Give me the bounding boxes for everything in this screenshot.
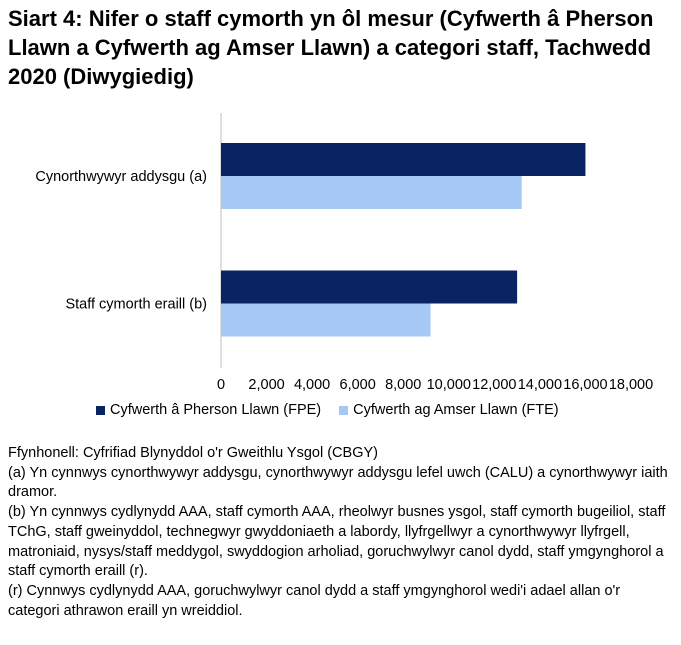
legend: Cyfwerth â Pherson Llawn (FPE) Cyfwerth … [96, 402, 577, 418]
bar-1-series-1 [221, 143, 586, 176]
x-tick-label: 14,000 [518, 377, 562, 393]
category-label: Cynorthwywyr addysgu (a) [35, 169, 207, 185]
bar-2-series-2 [221, 303, 431, 337]
source-note: Ffynhonell: Cyfrifiad Blynyddol o'r Gwei… [8, 445, 378, 461]
footnote-a: (a) Yn cynnwys cynorthwywyr addysgu, cyn… [8, 464, 668, 501]
category-label: Staff cymorth eraill (b) [65, 297, 207, 313]
chart-title: Siart 4: Nifer o staff cymorth yn ôl mes… [8, 6, 654, 89]
legend-swatch-fte [339, 405, 349, 415]
x-tick-label: 6,000 [340, 377, 376, 393]
x-tick-label: 0 [217, 377, 225, 393]
legend-label-fpe: Cyfwerth â Pherson Llawn (FPE) [110, 402, 322, 418]
x-tick-label: 16,000 [563, 377, 607, 393]
x-tick-label: 10,000 [427, 377, 471, 393]
legend-label-fte: Cyfwerth ag Amser Llawn (FTE) [353, 402, 559, 418]
legend-item-fte: Cyfwerth ag Amser Llawn (FTE) [339, 402, 559, 418]
x-tick-label: 2,000 [248, 377, 284, 393]
x-tick-label: 4,000 [294, 377, 330, 393]
footnote-r: (r) Cynnwys cydlynydd AAA, goruchwylwyr … [8, 582, 621, 619]
legend-swatch-fpe [96, 405, 105, 415]
bar-2-series-1 [221, 270, 518, 304]
footnotes: Ffynhonell: Cyfrifiad Blynyddol o'r Gwei… [8, 444, 673, 621]
x-tick-label: 18,000 [609, 377, 653, 393]
x-tick-label: 12,000 [472, 377, 516, 393]
bar-chart: Cynorthwywyr addysgu (a) Staff cymorth er… [35, 113, 653, 393]
footnote-b: (b) Yn cynnwys cydlynydd AAA, staff cymo… [8, 504, 666, 580]
bar-1-series-2 [221, 176, 522, 209]
x-tick-label: 8,000 [385, 377, 421, 393]
legend-item-fpe: Cyfwerth â Pherson Llawn (FPE) [96, 402, 321, 418]
